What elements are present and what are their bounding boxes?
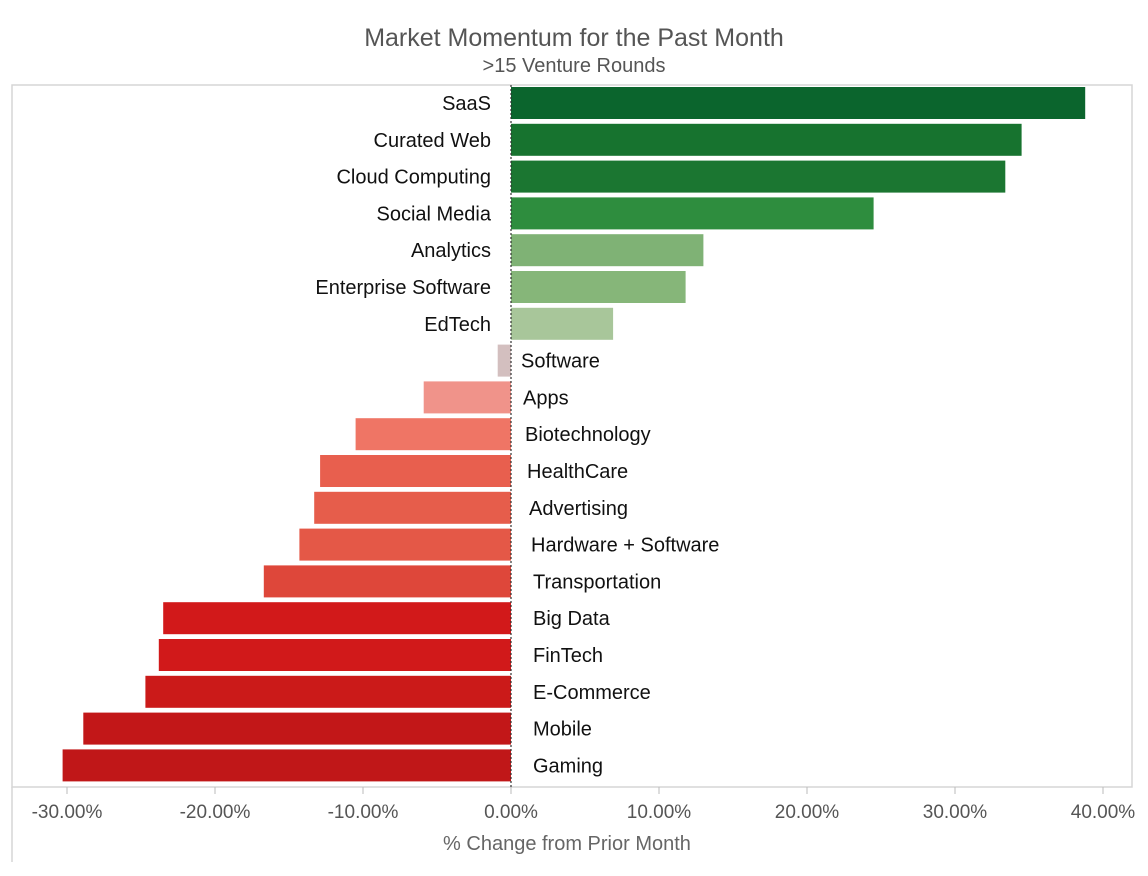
x-tick-label: -10.00%: [328, 802, 399, 823]
bar-curated-web: [511, 124, 1022, 156]
bar-apps: [424, 381, 511, 413]
category-label: Social Media: [376, 203, 491, 225]
x-axis-ticks-group: -30.00% -20.00% -10.00% 0.00% 10.00% 20.00% 30…: [32, 787, 1136, 823]
category-label: Biotechnology: [525, 424, 651, 446]
category-label: SaaS: [442, 93, 491, 115]
bar-fintech: [159, 639, 511, 671]
bar-analytics: [511, 234, 703, 266]
category-label: Gaming: [533, 755, 603, 777]
category-label: Hardware + Software: [531, 535, 719, 557]
bar-hardware-software: [299, 529, 511, 561]
category-label: Apps: [523, 387, 569, 409]
category-label: Software: [521, 351, 600, 373]
bar-enterprise-software: [511, 271, 686, 303]
bar-software: [498, 345, 511, 377]
bar-edtech: [511, 308, 613, 340]
x-tick-label: 40.00%: [1071, 802, 1136, 823]
x-tick-label: -20.00%: [180, 802, 251, 823]
category-label: Analytics: [411, 240, 491, 262]
bar-social-media: [511, 197, 874, 229]
category-label: Mobile: [533, 719, 592, 741]
category-label: Enterprise Software: [315, 277, 491, 299]
x-axis-title: % Change from Prior Month: [443, 833, 691, 855]
bar-e-commerce: [145, 676, 511, 708]
x-tick-label: 20.00%: [775, 802, 840, 823]
x-tick-label: 0.00%: [484, 802, 538, 823]
category-label: Transportation: [533, 571, 661, 593]
category-label: Big Data: [533, 608, 611, 630]
bar-transportation: [264, 565, 511, 597]
bar-mobile: [83, 713, 511, 745]
category-label: E-Commerce: [533, 682, 651, 704]
bar-healthcare: [320, 455, 511, 487]
bar-big-data: [163, 602, 511, 634]
category-label: Advertising: [529, 498, 628, 520]
bar-saas: [511, 87, 1085, 119]
category-label: Curated Web: [374, 130, 491, 152]
bar-gaming: [63, 749, 511, 781]
x-tick-label: 30.00%: [923, 802, 988, 823]
bar-advertising: [314, 492, 511, 524]
category-label: FinTech: [533, 645, 603, 667]
x-tick-label: 10.00%: [627, 802, 692, 823]
x-tick-label: -30.00%: [32, 802, 103, 823]
bar-biotechnology: [356, 418, 511, 450]
category-label: Cloud Computing: [336, 167, 491, 189]
category-label: EdTech: [424, 314, 491, 336]
category-label: HealthCare: [527, 461, 628, 483]
bar-cloud-computing: [511, 161, 1005, 193]
